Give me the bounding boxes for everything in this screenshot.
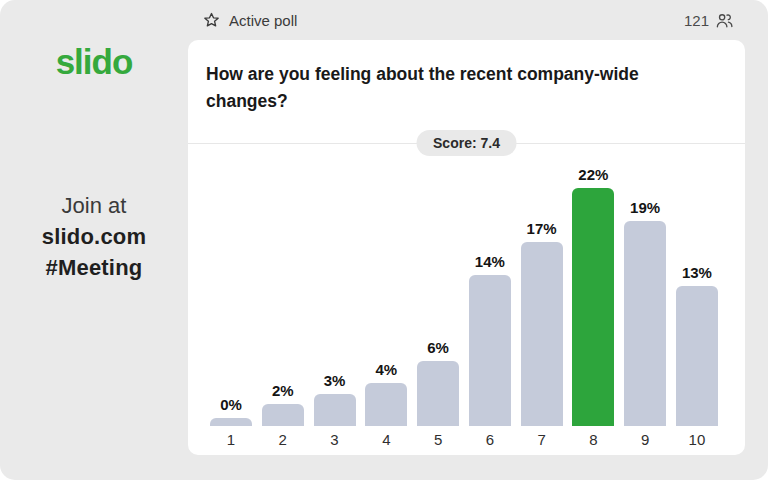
bar-column: 14% 6 — [469, 253, 511, 455]
x-axis-label: 4 — [382, 426, 390, 455]
bar — [624, 221, 666, 426]
bar-value-label: 2% — [272, 382, 294, 399]
bar-column: 4% 4 — [365, 361, 407, 455]
poll-card: How are you feeling about the recent com… — [188, 40, 745, 455]
bar-value-label: 4% — [375, 361, 397, 378]
x-axis-label: 3 — [330, 426, 338, 455]
bar-value-label: 14% — [475, 253, 505, 270]
bar — [262, 404, 304, 426]
bar-column: 3% 3 — [314, 372, 356, 455]
bar-value-label: 3% — [324, 372, 346, 389]
join-url-text: slido.com — [0, 221, 188, 252]
bar-column: 19% 9 — [624, 199, 666, 455]
event-code-text: #Meeting — [0, 252, 188, 283]
poll-status: Active poll — [202, 11, 297, 30]
bar-chart-columns: 0% 1 2% 2 3% 3 4% 4 6% 5 14% 6 17% 7 22% 8 19% 9 13% 10 — [210, 166, 718, 455]
x-axis-label: 8 — [589, 426, 597, 455]
bar-value-label: 17% — [527, 220, 557, 237]
bar — [469, 275, 511, 426]
bar-column: 6% 5 — [417, 339, 459, 455]
join-at-text: Join at — [0, 190, 188, 221]
bar-value-label: 13% — [682, 264, 712, 281]
x-axis-label: 1 — [227, 426, 235, 455]
bar-value-label: 0% — [220, 396, 242, 413]
score-badge: Score: 7.4 — [416, 130, 517, 156]
x-axis-label: 10 — [689, 426, 706, 455]
bar — [676, 286, 718, 426]
rating-bar-chart: 0% 1 2% 2 3% 3 4% 4 6% 5 14% 6 17% 7 22% 8 19% 9 13% 10 — [210, 143, 718, 455]
bar — [210, 418, 252, 426]
x-axis-label: 7 — [537, 426, 545, 455]
bar-value-label: 22% — [578, 166, 608, 183]
bar-column: 2% 2 — [262, 382, 304, 455]
bar-column: 22% 8 — [572, 166, 614, 455]
bar-column: 17% 7 — [521, 220, 563, 455]
star-outline-icon — [202, 11, 221, 30]
poll-status-label: Active poll — [229, 12, 297, 29]
x-axis-label: 9 — [641, 426, 649, 455]
x-axis-label: 6 — [486, 426, 494, 455]
people-icon — [715, 12, 734, 29]
bar-highlighted — [572, 188, 614, 426]
bar — [417, 361, 459, 426]
slido-present-window: slido Join at slido.com #Meeting Active … — [0, 0, 768, 480]
slido-logo: slido — [0, 42, 188, 82]
bar — [314, 394, 356, 426]
bar — [521, 242, 563, 426]
bar-column: 13% 10 — [676, 264, 718, 455]
topbar: Active poll 121 — [188, 0, 768, 40]
x-axis-label: 5 — [434, 426, 442, 455]
bar-column: 0% 1 — [210, 396, 252, 455]
bar — [365, 383, 407, 426]
poll-question: How are you feeling about the recent com… — [188, 40, 706, 115]
bar-value-label: 6% — [427, 339, 449, 356]
join-instructions: Join at slido.com #Meeting — [0, 190, 188, 283]
participants-counter[interactable]: 121 — [684, 12, 734, 29]
sidebar: slido Join at slido.com #Meeting — [0, 0, 188, 480]
participants-count: 121 — [684, 12, 709, 29]
x-axis-label: 2 — [279, 426, 287, 455]
bar-value-label: 19% — [630, 199, 660, 216]
